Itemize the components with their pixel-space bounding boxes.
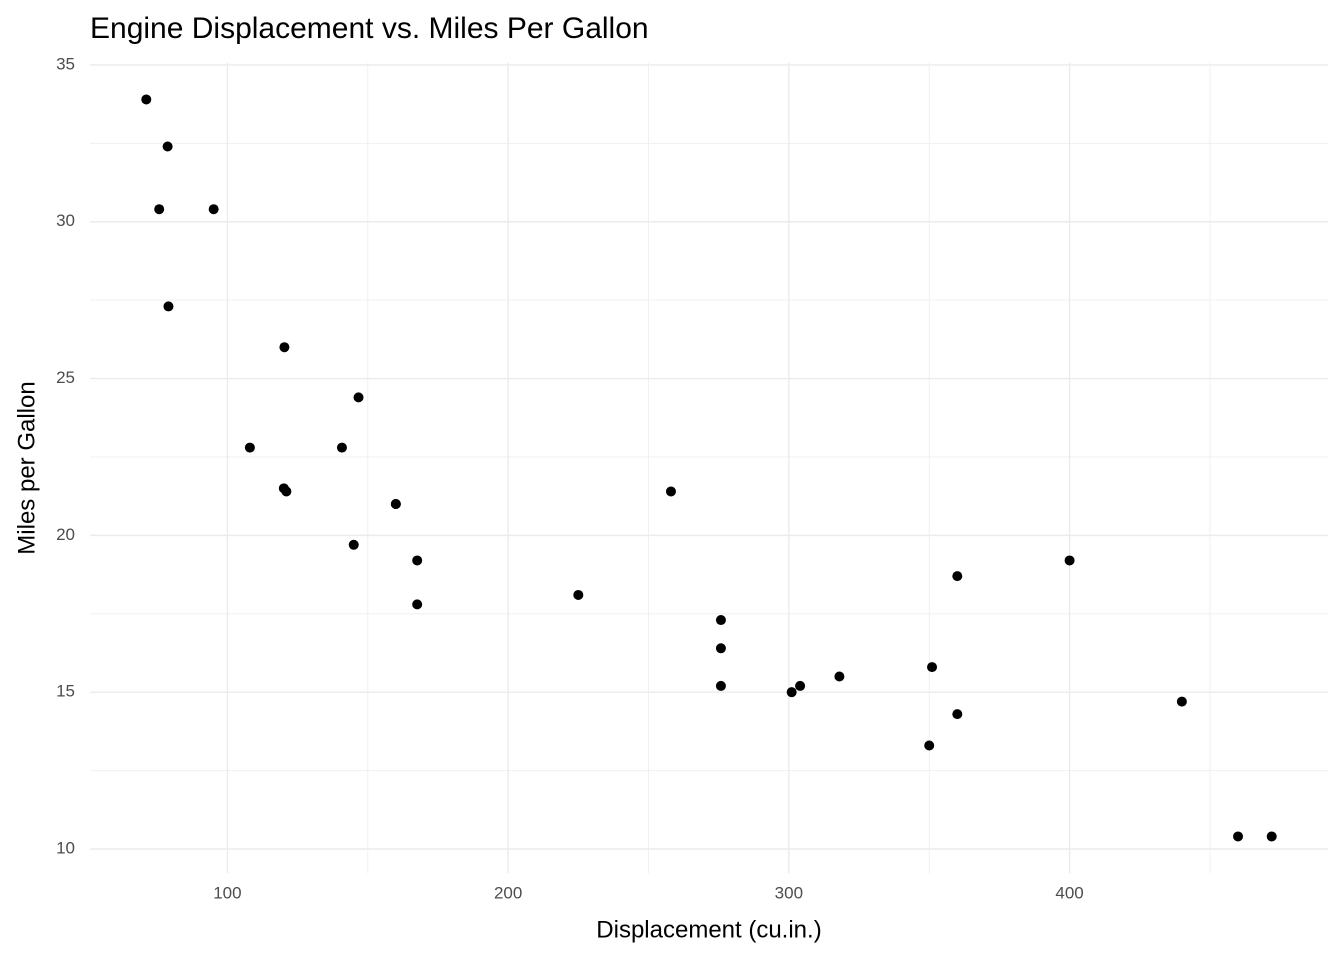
point bbox=[281, 486, 292, 497]
point bbox=[834, 671, 845, 682]
point bbox=[786, 687, 797, 698]
point bbox=[163, 301, 174, 312]
x-axis-title: Displacement (cu.in.) bbox=[596, 916, 821, 943]
point bbox=[162, 141, 173, 152]
y-tick-label: 30 bbox=[56, 211, 75, 230]
point bbox=[1266, 831, 1277, 842]
y-tick-label: 35 bbox=[56, 54, 75, 73]
point bbox=[412, 599, 423, 610]
point bbox=[715, 615, 726, 626]
point bbox=[952, 709, 963, 720]
point bbox=[715, 643, 726, 654]
point bbox=[927, 662, 938, 673]
point bbox=[795, 680, 806, 691]
point bbox=[154, 204, 165, 215]
point bbox=[952, 571, 963, 582]
point bbox=[573, 589, 584, 600]
y-tick-label: 10 bbox=[56, 838, 75, 857]
y-axis-title: Miles per Gallon bbox=[13, 381, 40, 554]
y-tick-label: 15 bbox=[56, 682, 75, 701]
x-tick-label: 300 bbox=[775, 883, 803, 902]
y-tick-label: 20 bbox=[56, 525, 75, 544]
point bbox=[141, 94, 152, 105]
point bbox=[390, 499, 401, 510]
point bbox=[1233, 831, 1244, 842]
chart-title: Engine Displacement vs. Miles Per Gallon bbox=[90, 12, 649, 45]
point bbox=[336, 442, 347, 453]
point bbox=[279, 342, 290, 353]
point bbox=[1176, 696, 1187, 707]
point bbox=[353, 392, 364, 403]
point bbox=[715, 680, 726, 691]
point bbox=[348, 539, 359, 550]
point bbox=[1064, 555, 1075, 566]
x-tick-label: 200 bbox=[494, 883, 522, 902]
point bbox=[924, 740, 935, 751]
point bbox=[208, 204, 219, 215]
y-tick-label: 25 bbox=[56, 368, 75, 387]
point bbox=[244, 442, 255, 453]
x-tick-label: 400 bbox=[1055, 883, 1083, 902]
point bbox=[412, 555, 423, 566]
point bbox=[665, 486, 676, 497]
x-tick-label: 100 bbox=[213, 883, 241, 902]
